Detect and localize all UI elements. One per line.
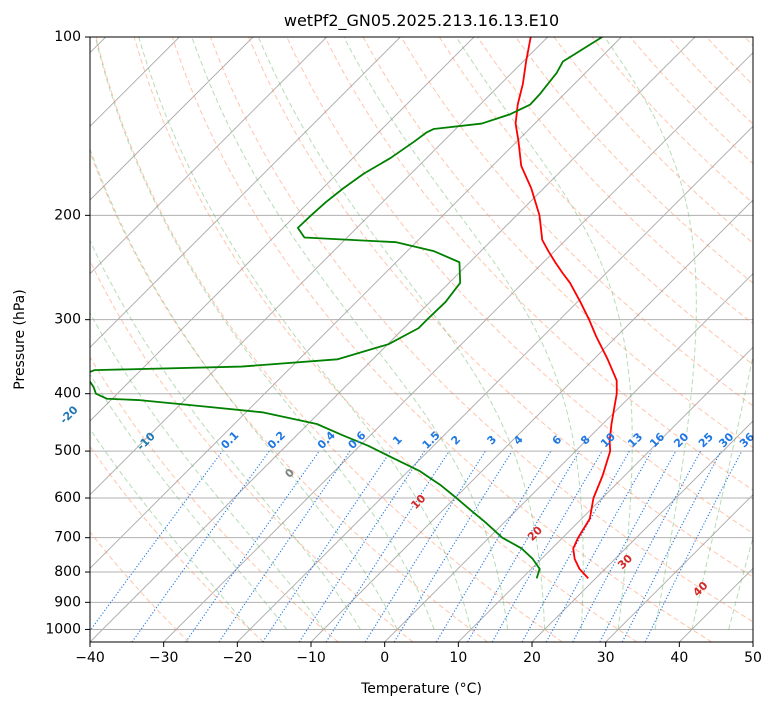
mixing-ratio-line	[621, 450, 722, 642]
dry-adiabat	[477, 37, 753, 325]
mixing-ratio-line	[90, 450, 223, 632]
y-tick-label: 800	[54, 564, 81, 580]
dry-adiabat	[90, 356, 339, 642]
x-tick-label: −40	[75, 650, 105, 666]
isotherm-gridline	[90, 37, 622, 570]
moist-adiabat	[343, 37, 584, 630]
dry-adiabat	[362, 37, 753, 449]
series-layer	[90, 37, 618, 579]
grid-layer	[90, 37, 753, 642]
plot-frame	[89, 36, 754, 643]
y-tick-label: 200	[54, 207, 81, 223]
dry-adiabat	[248, 37, 753, 578]
moist-adiabat	[604, 37, 697, 630]
x-tick-label: 20	[523, 650, 541, 666]
mixing-ratio-line	[467, 450, 580, 642]
y-tick-label: 500	[54, 443, 81, 459]
x-tick-label: 50	[744, 650, 762, 666]
dry-adiabat	[286, 37, 753, 534]
moist-adiabat	[728, 535, 753, 630]
isotherm-gridline	[605, 493, 753, 642]
mixing-ratio-line	[435, 450, 552, 642]
isotherm-gridline	[163, 51, 753, 642]
moist-adiabat	[90, 147, 398, 630]
mixing-ratio-line	[572, 450, 677, 642]
mixing-ratio-line	[131, 450, 270, 642]
isotherm-gridline	[90, 37, 475, 422]
mixing-ratio-line	[185, 450, 320, 642]
tick-layer: −40 −30 −20 −10 0 10 20 30 40 50 1000 900 800 700 600 5…	[45, 29, 762, 666]
dry-adiabat	[324, 37, 753, 491]
isotherm-gridline	[90, 37, 549, 496]
dry-adiabat	[95, 37, 563, 642]
y-tick-label: 100	[54, 29, 81, 45]
dry-adiabat	[439, 37, 753, 366]
dry-adiabat	[90, 531, 190, 642]
dry-adiabat	[133, 37, 638, 642]
isotherm-gridline	[90, 37, 401, 349]
moist-adiabat	[691, 353, 753, 630]
isotherm-gridline	[531, 420, 753, 642]
x-tick-label: 10	[449, 650, 467, 666]
y-tick-label: 700	[54, 530, 81, 546]
dry-adiabat	[591, 37, 753, 204]
moist-adiabat	[191, 37, 509, 630]
chart-title: wetPf2_GN05.2025.213.16.13.E10	[284, 11, 559, 31]
isotherm-gridline	[457, 346, 753, 642]
mixing-ratio-line	[599, 450, 702, 642]
moist-adiabat	[257, 37, 546, 630]
x-tick-label: −10	[296, 650, 326, 666]
mixing-ratio-line	[644, 450, 743, 642]
moist-adiabat	[94, 37, 435, 630]
isotherm-gridline	[90, 37, 328, 275]
isotherm-gridline	[90, 37, 696, 642]
dry-adiabat	[90, 150, 488, 642]
isotherm-gridline	[384, 272, 753, 642]
mixing-ratio-line	[521, 450, 630, 642]
mixing-ratio-line	[298, 450, 425, 642]
x-tick-label: 0	[380, 650, 389, 666]
y-tick-label: 600	[54, 490, 81, 506]
mixing-ratio-line	[545, 450, 653, 642]
x-tick-label: 30	[597, 650, 615, 666]
moist-adiabat	[455, 37, 633, 630]
moist-adiabat	[90, 239, 361, 630]
dry-adiabat	[171, 37, 712, 642]
y-axis-label: Pressure (hPa)	[12, 289, 28, 389]
dry-adiabat	[400, 37, 753, 407]
y-tick-label: 900	[54, 594, 81, 610]
mixing-ratio-line	[262, 450, 392, 642]
isotherm-gridline	[90, 37, 254, 201]
x-tick-label: −30	[149, 650, 179, 666]
isotherm-gridline	[236, 125, 753, 642]
y-tick-label: 400	[54, 386, 81, 402]
temperature-profile-line	[514, 37, 618, 579]
dewpoint-profile-line	[90, 37, 603, 579]
dry-adiabat	[553, 37, 753, 244]
mixing-ratio-line	[393, 450, 513, 642]
x-axis-label: Temperature (°C)	[360, 681, 482, 697]
dry-adiabat	[90, 259, 414, 642]
x-tick-label: −20	[223, 650, 253, 666]
y-tick-label: 1000	[45, 621, 81, 637]
moist-adiabat	[90, 311, 324, 630]
moist-adiabat	[138, 37, 472, 630]
x-tick-label: 40	[670, 650, 688, 666]
dry-adiabat	[210, 37, 753, 623]
y-tick-label: 300	[54, 312, 81, 328]
